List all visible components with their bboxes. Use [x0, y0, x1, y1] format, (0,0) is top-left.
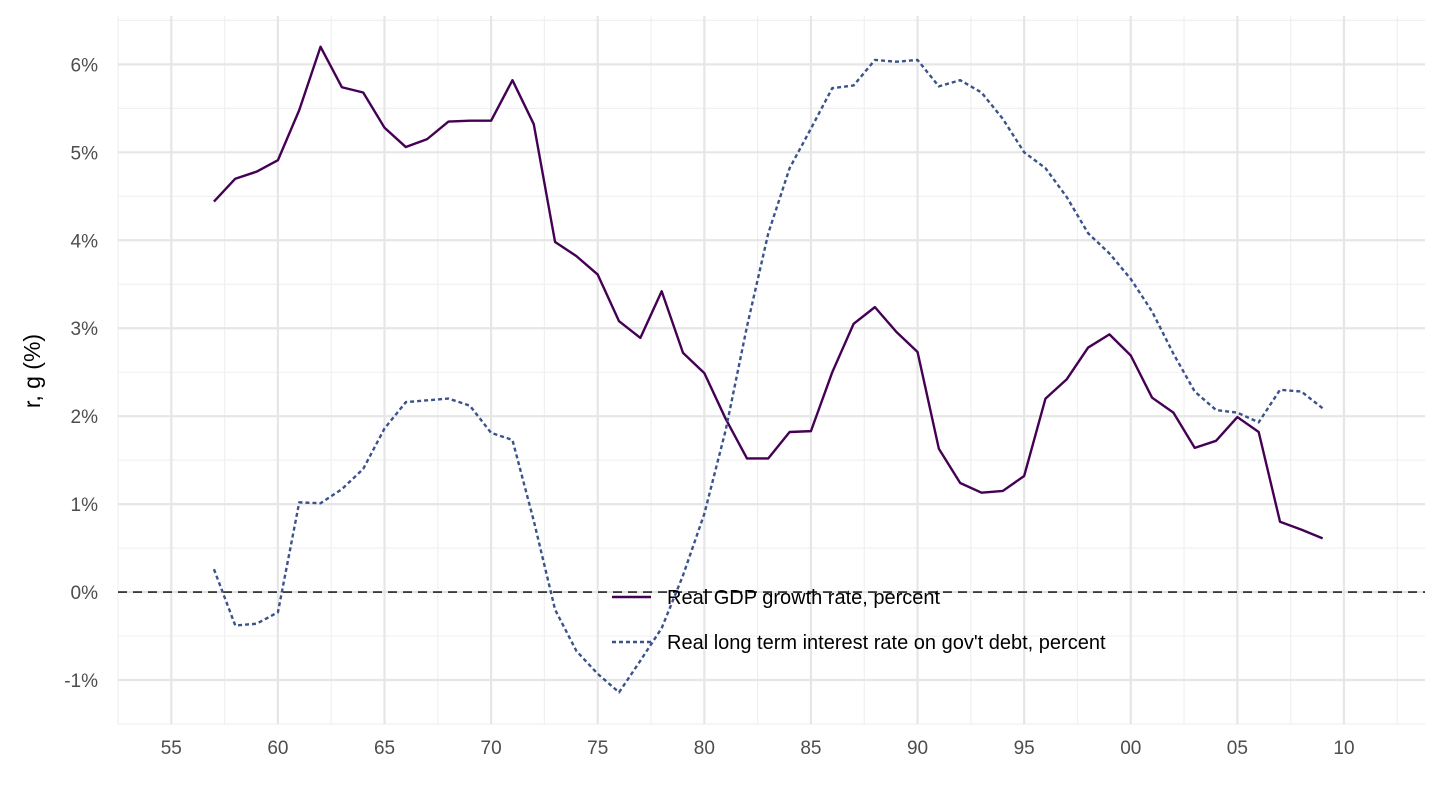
y-tick-label: 6%: [71, 55, 99, 76]
series-lines: [212, 45, 1324, 694]
x-tick-label: 70: [481, 738, 502, 759]
y-axis-tick-labels: -1% 0% 1% 2% 3% 4% 5% 6%: [64, 55, 98, 692]
legend-label-2: Real long term interest rate on gov't de…: [667, 632, 1106, 654]
x-tick-label: 60: [267, 738, 288, 759]
minor-gridlines: [117, 16, 1425, 725]
series-line-2: [212, 58, 1324, 694]
x-axis-tick-labels: 55 60 65 70 75 80 85 90 95 00 05 10: [161, 738, 1355, 759]
x-tick-label: 00: [1120, 738, 1141, 759]
series-line-1: [213, 45, 1324, 540]
y-tick-label: 2%: [71, 407, 99, 428]
x-tick-label: 55: [161, 738, 182, 759]
x-tick-label: 85: [800, 738, 821, 759]
y-tick-label: -1%: [64, 671, 98, 692]
y-tick-label: 3%: [71, 319, 99, 340]
y-tick-label: 4%: [71, 231, 99, 252]
y-tick-label: 5%: [71, 143, 99, 164]
y-tick-label: 1%: [71, 495, 99, 516]
major-gridlines: [118, 16, 1425, 724]
x-tick-label: 95: [1014, 738, 1035, 759]
y-tick-label: 0%: [71, 583, 99, 604]
x-tick-label: 80: [694, 738, 715, 759]
x-tick-label: 75: [587, 738, 608, 759]
y-axis-title: r, g (%): [19, 334, 45, 408]
legend-label-1: Real GDP growth rate, percent: [667, 587, 941, 609]
x-tick-label: 65: [374, 738, 395, 759]
legend: Real GDP growth rate, percent Real long t…: [612, 587, 1106, 654]
x-tick-label: 90: [907, 738, 928, 759]
x-tick-label: 10: [1333, 738, 1354, 759]
x-tick-label: 05: [1227, 738, 1248, 759]
